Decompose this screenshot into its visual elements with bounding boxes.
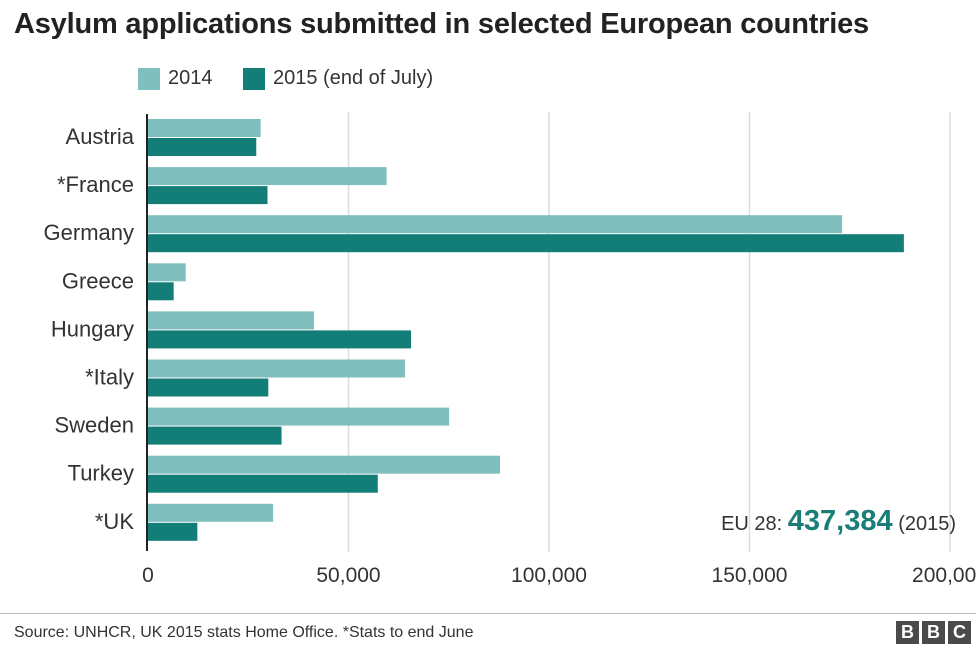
category-label: *France	[57, 172, 134, 197]
bbc-logo-letter: B	[922, 621, 945, 644]
bar-2015	[148, 330, 412, 349]
bar-2014	[148, 455, 501, 474]
category-label: Austria	[66, 124, 135, 149]
bar-chart: Austria *France Germany Greece Hungary *Italy…	[44, 112, 976, 587]
bar-2014	[148, 215, 843, 234]
bars	[148, 119, 904, 541]
category-label: Turkey	[68, 461, 134, 486]
bar-2015	[148, 138, 257, 156]
bbc-logo-letter: B	[896, 621, 919, 644]
category-label: Greece	[62, 268, 134, 293]
bar-2015	[148, 186, 268, 205]
chart-title: Asylum applications submitted in selecte…	[14, 8, 869, 40]
footer-divider	[0, 613, 976, 614]
x-tick-label: 200,000	[912, 564, 976, 587]
bar-2015	[148, 234, 904, 253]
bar-2015	[148, 378, 269, 397]
eu28-annotation: EU 28: 437,384 (2015)	[721, 505, 956, 538]
bar-2015	[148, 474, 378, 493]
category-label: *UK	[95, 509, 134, 534]
x-tick-label: 0	[142, 564, 154, 587]
bar-2014	[148, 359, 406, 378]
eu28-value: 437,384	[787, 505, 893, 537]
legend-label-2014: 2014	[168, 67, 213, 89]
bar-2014	[148, 407, 450, 426]
bar-2015	[148, 426, 282, 445]
eu28-suffix: (2015)	[898, 513, 956, 535]
gridlines	[347, 112, 951, 552]
bar-2014	[148, 263, 186, 282]
source-note: Source: UNHCR, UK 2015 stats Home Office…	[14, 624, 474, 641]
bar-2014	[148, 503, 274, 522]
bar-2015	[148, 282, 174, 301]
x-tick-labels: 0 50,000 100,000 150,000 200,000	[142, 564, 976, 587]
bar-2014	[148, 167, 387, 186]
bar-2015	[148, 522, 198, 541]
bar-2014	[148, 311, 315, 330]
eu28-prefix: EU 28:	[721, 513, 783, 535]
category-label: Germany	[44, 220, 134, 245]
x-tick-label: 50,000	[316, 564, 380, 587]
x-tick-label: 100,000	[511, 564, 587, 587]
bbc-logo-letter: C	[948, 621, 971, 644]
legend-swatch-2015	[243, 68, 265, 90]
legend-label-2015: 2015 (end of July)	[273, 67, 434, 89]
category-label: *Italy	[85, 365, 134, 390]
category-labels: Austria *France Germany Greece Hungary *Italy…	[44, 124, 135, 534]
category-label: Sweden	[54, 413, 134, 438]
legend-swatch-2014	[138, 68, 160, 90]
x-tick-label: 150,000	[712, 564, 788, 587]
bar-2014	[148, 119, 261, 137]
category-label: Hungary	[51, 316, 134, 341]
